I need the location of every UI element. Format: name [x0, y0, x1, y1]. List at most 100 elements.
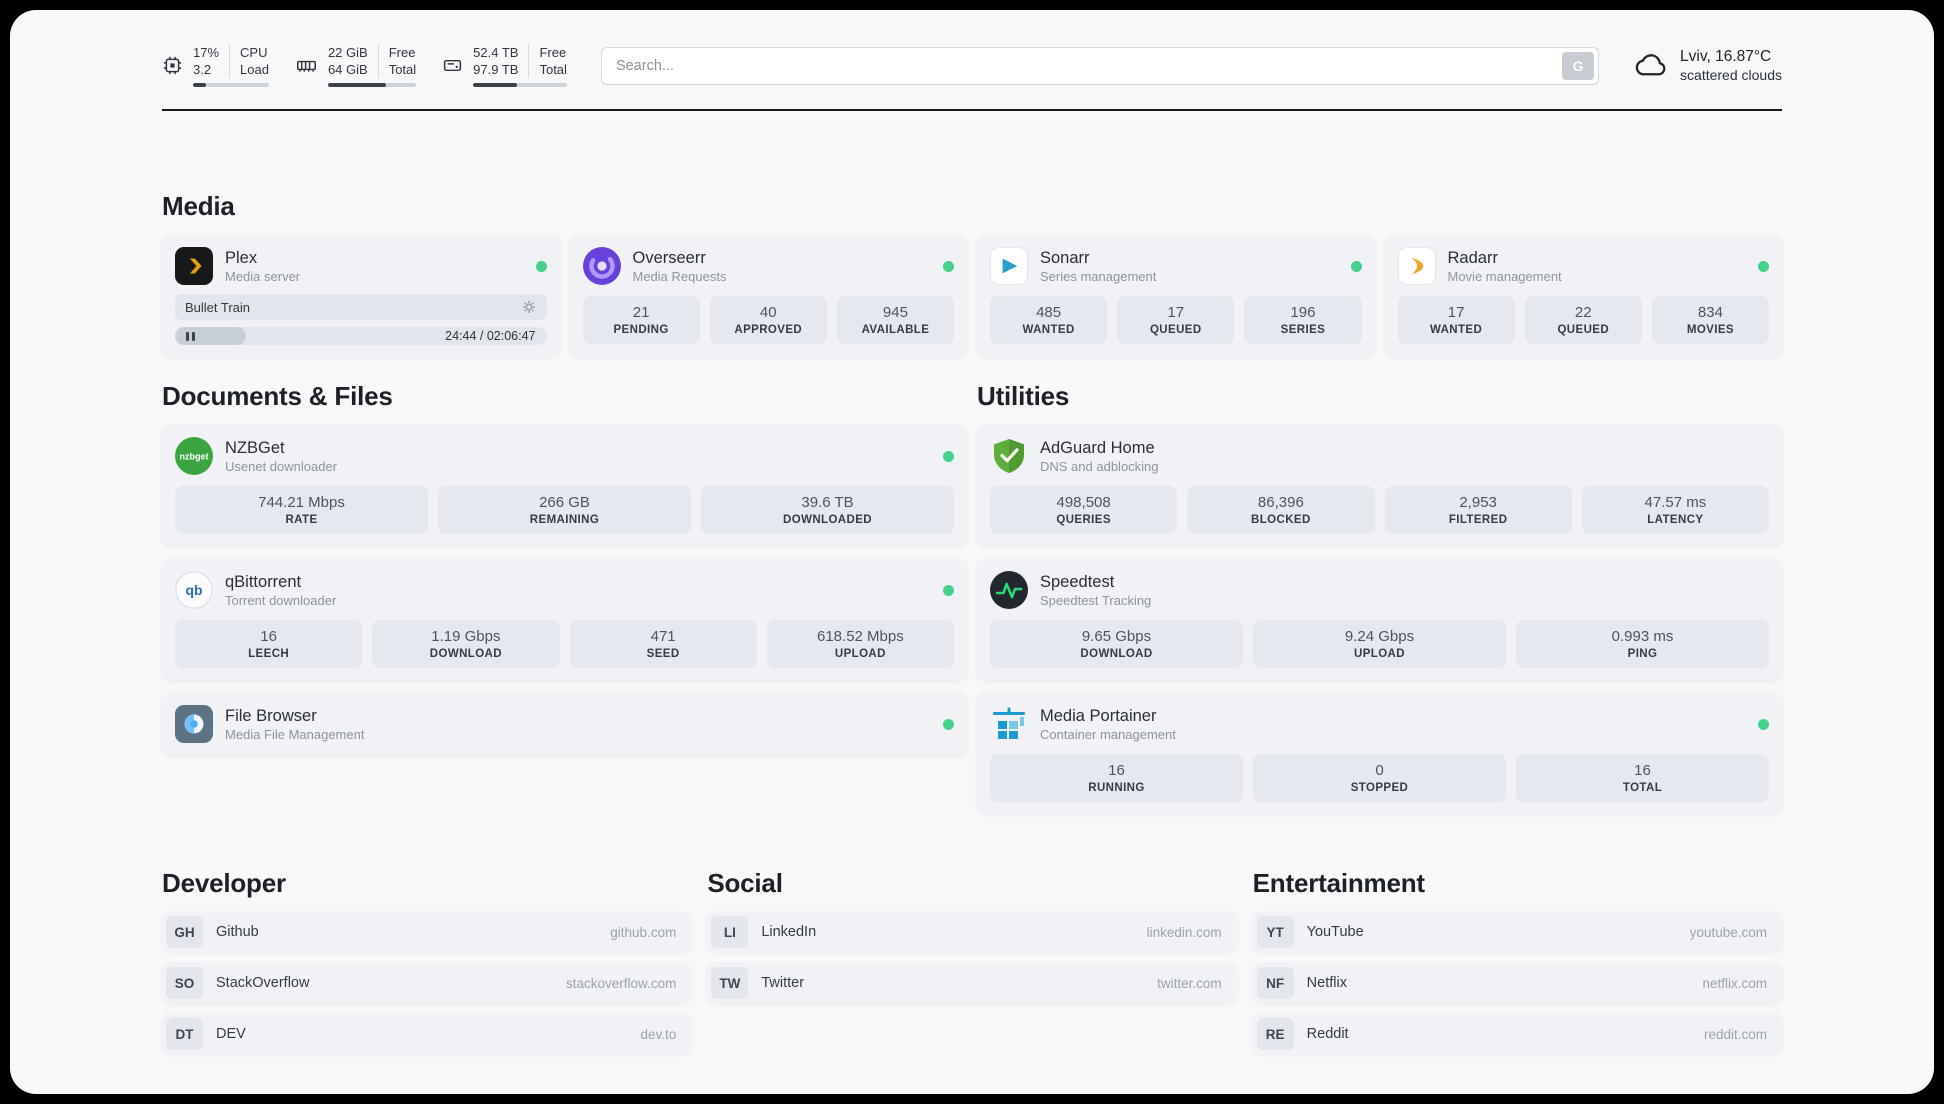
link-netflix[interactable]: NF Netflix netflix.com: [1252, 963, 1782, 1003]
app-name: AdGuard Home: [1040, 438, 1155, 457]
app-name: Sonarr: [1040, 248, 1090, 267]
app-subtitle: Movie management: [1447, 268, 1562, 284]
gear-icon[interactable]: [521, 299, 537, 315]
section-title-entertainment: Entertainment: [1252, 868, 1425, 898]
search-input[interactable]: [600, 46, 1600, 85]
disk-icon: [442, 55, 463, 76]
overseerr-icon: [582, 247, 621, 285]
stat-tile: 39.6 TB DOWNLOADED: [701, 486, 954, 534]
stat-tile: 2,953 FILTERED: [1384, 486, 1572, 534]
metric-divider: [229, 44, 231, 78]
plex-progress-track[interactable]: 24:44 / 02:06:47: [175, 327, 547, 345]
radarr-icon: [1397, 247, 1436, 285]
link-name: LinkedIn: [761, 924, 817, 940]
app-card-radarr[interactable]: Radarr Movie management 17 WANTED 22 QUEUE…: [1384, 235, 1782, 357]
disk-metric: 52.4 TB 97.9 TB Free Total: [442, 44, 567, 87]
nzbget-icon-text: nzbget: [180, 452, 209, 462]
app-name: Radarr: [1447, 248, 1498, 267]
memory-labels: Free Total: [389, 44, 416, 78]
section-title-documents: Documents & Files: [162, 381, 393, 411]
disk-progress-bar: [473, 83, 567, 87]
app-name: Overseerr: [632, 248, 706, 267]
status-dot: [943, 260, 954, 272]
link-twitter[interactable]: TW Twitter twitter.com: [707, 963, 1237, 1003]
stat-tile: 9.24 Gbps UPLOAD: [1253, 620, 1506, 668]
reddit-badge: RE: [1256, 1018, 1294, 1050]
youtube-badge: YT: [1256, 916, 1294, 948]
app-subtitle: Container management: [1040, 726, 1176, 742]
cpu-label-bottom: Load: [240, 62, 269, 77]
link-youtube[interactable]: YT YouTube youtube.com: [1252, 912, 1782, 952]
plex-icon: [175, 247, 213, 285]
link-name: Github: [216, 924, 259, 940]
link-stackoverflow[interactable]: SO StackOverflow stackoverflow.com: [162, 963, 692, 1003]
link-url: twitter.com: [1157, 975, 1222, 991]
stat-tile: 0.993 ms PING: [1516, 620, 1769, 668]
status-dot: [1758, 260, 1769, 272]
stat-tile: 618.52 Mbps UPLOAD: [766, 620, 954, 668]
app-card-nzbget[interactable]: nzbget NZBGet Usenet downloader 744.21 M…: [162, 425, 967, 546]
stat-tile: 16 RUNNING: [990, 754, 1243, 802]
disk-values: 52.4 TB 97.9 TB: [473, 44, 518, 78]
app-card-portainer[interactable]: Media Portainer Container management 16 R…: [977, 693, 1782, 814]
link-linkedin[interactable]: LI LinkedIn linkedin.com: [707, 912, 1237, 952]
nzbget-icon: nzbget: [175, 437, 213, 475]
link-name: DEV: [216, 1026, 246, 1042]
stat-tile: 21 PENDING: [582, 296, 700, 344]
cpu-metric: 17% 3.2 CPU Load: [162, 44, 269, 87]
sonarr-icon: [990, 247, 1028, 285]
app-subtitle: Media File Management: [225, 726, 365, 742]
link-name: YouTube: [1306, 924, 1364, 940]
section-title-utilities: Utilities: [977, 381, 1070, 411]
app-card-speedtest[interactable]: Speedtest Speedtest Tracking 9.65 Gbps DO…: [977, 559, 1782, 680]
search-engine-button[interactable]: G: [1562, 51, 1595, 80]
speedtest-icon: [990, 571, 1028, 609]
app-card-qbittorrent[interactable]: qb qBittorrent Torrent downloader 16 LEEC…: [162, 559, 967, 680]
app-name: Speedtest: [1040, 572, 1115, 591]
app-name: File Browser: [225, 706, 317, 725]
app-card-filebrowser[interactable]: File Browser Media File Management: [162, 693, 967, 755]
weather-condition: scattered clouds: [1680, 67, 1782, 83]
app-card-overseerr[interactable]: Overseerr Media Requests 21 PENDING 40 APP…: [569, 235, 967, 357]
pause-icon[interactable]: [186, 327, 195, 345]
link-reddit[interactable]: RE Reddit reddit.com: [1252, 1014, 1782, 1054]
cpu-labels: CPU Load: [240, 44, 269, 78]
section-documents: Documents & Files nzbget NZBGet Usenet d…: [162, 381, 967, 814]
header-divider: [162, 109, 1782, 111]
disk-total: 97.9 TB: [473, 62, 519, 77]
cpu-usage: 17%: [193, 45, 220, 60]
stat-tile: 0 STOPPED: [1253, 754, 1506, 802]
dashboard-frame: 17% 3.2 CPU Load: [10, 10, 1934, 1094]
section-title-developer: Developer: [162, 868, 286, 898]
link-github[interactable]: GH Github github.com: [162, 912, 692, 952]
memory-label-top: Free: [388, 45, 416, 60]
cloud-icon: [1633, 52, 1670, 79]
disk-label-bottom: Total: [539, 62, 567, 77]
link-url: stackoverflow.com: [566, 975, 677, 991]
app-name: Media Portainer: [1040, 706, 1157, 725]
link-dev[interactable]: DT DEV dev.to: [162, 1014, 692, 1054]
links-social: Social LI LinkedIn linkedin.com TW Twitt…: [707, 868, 1237, 1065]
stackoverflow-badge: SO: [166, 967, 203, 999]
disk-progress-fill: [473, 83, 518, 87]
adguard-icon: [990, 437, 1028, 475]
link-url: linkedin.com: [1146, 924, 1222, 940]
app-name: qBittorrent: [225, 572, 302, 591]
stat-tile: 1.19 Gbps DOWNLOAD: [372, 620, 560, 668]
app-card-plex[interactable]: Plex Media server Bullet Train: [162, 235, 560, 357]
link-url: dev.to: [640, 1026, 677, 1042]
links-developer: Developer GH Github github.com SO StackO…: [162, 868, 692, 1065]
link-name: Reddit: [1306, 1026, 1349, 1042]
memory-label-bottom: Total: [388, 62, 417, 77]
app-card-sonarr[interactable]: Sonarr Series management 485 WANTED 17 QUE…: [977, 235, 1375, 357]
memory-progress-bar: [327, 83, 417, 87]
stat-tile: 16 TOTAL: [1516, 754, 1769, 802]
cpu-icon: [162, 55, 183, 76]
memory-progress-fill: [327, 83, 387, 87]
app-subtitle: DNS and adblocking: [1040, 458, 1159, 474]
links-entertainment: Entertainment YT YouTube youtube.com NF …: [1252, 868, 1782, 1065]
metric-divider: [528, 44, 530, 78]
app-card-adguard[interactable]: AdGuard Home DNS and adblocking 498,508 Q…: [977, 425, 1782, 546]
qbittorrent-icon-text: qb: [185, 582, 202, 598]
netflix-badge: NF: [1256, 967, 1294, 999]
